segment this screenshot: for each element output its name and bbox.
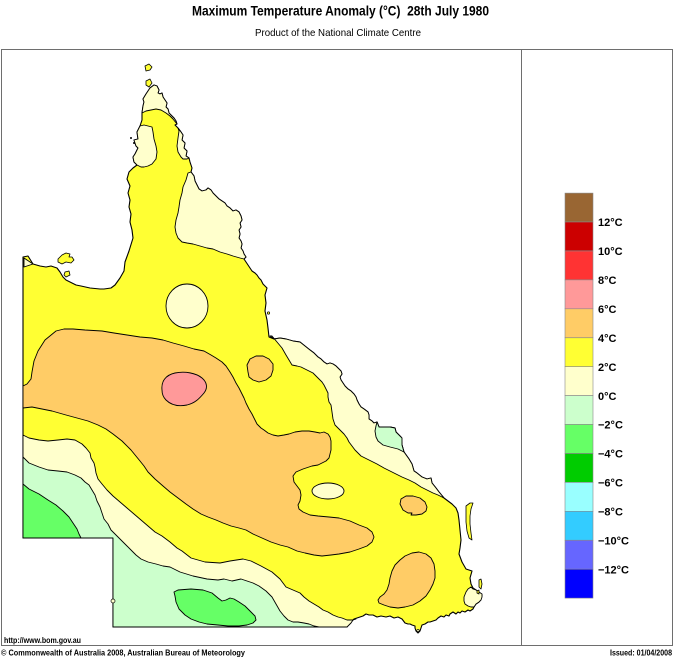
svg-text:−12°C: −12°C	[598, 564, 629, 576]
svg-text:http://www.bom.gov.au: http://www.bom.gov.au	[4, 635, 81, 645]
svg-text:12°C: 12°C	[598, 217, 623, 229]
svg-text:10°C: 10°C	[598, 246, 623, 258]
svg-text:2°C: 2°C	[598, 362, 617, 374]
svg-text:−8°C: −8°C	[598, 507, 623, 519]
svg-text:−6°C: −6°C	[598, 478, 623, 490]
svg-text:6°C: 6°C	[598, 304, 617, 316]
svg-text:−10°C: −10°C	[598, 536, 629, 548]
svg-text:−2°C: −2°C	[598, 420, 623, 432]
svg-text:4°C: 4°C	[598, 333, 617, 345]
svg-text:0°C: 0°C	[598, 391, 617, 403]
svg-text:8°C: 8°C	[598, 275, 617, 287]
svg-text:© Commonwealth of Australia 20: © Commonwealth of Australia 2008, Austra…	[1, 648, 245, 658]
svg-text:−4°C: −4°C	[598, 449, 623, 461]
svg-text:Issued: 01/04/2008: Issued: 01/04/2008	[610, 648, 672, 658]
svg-text:Maximum Temperature Anomaly (°: Maximum Temperature Anomaly (°C) 28th Ju…	[192, 3, 489, 19]
svg-text:Product of the National Climat: Product of the National Climate Centre	[255, 27, 421, 39]
